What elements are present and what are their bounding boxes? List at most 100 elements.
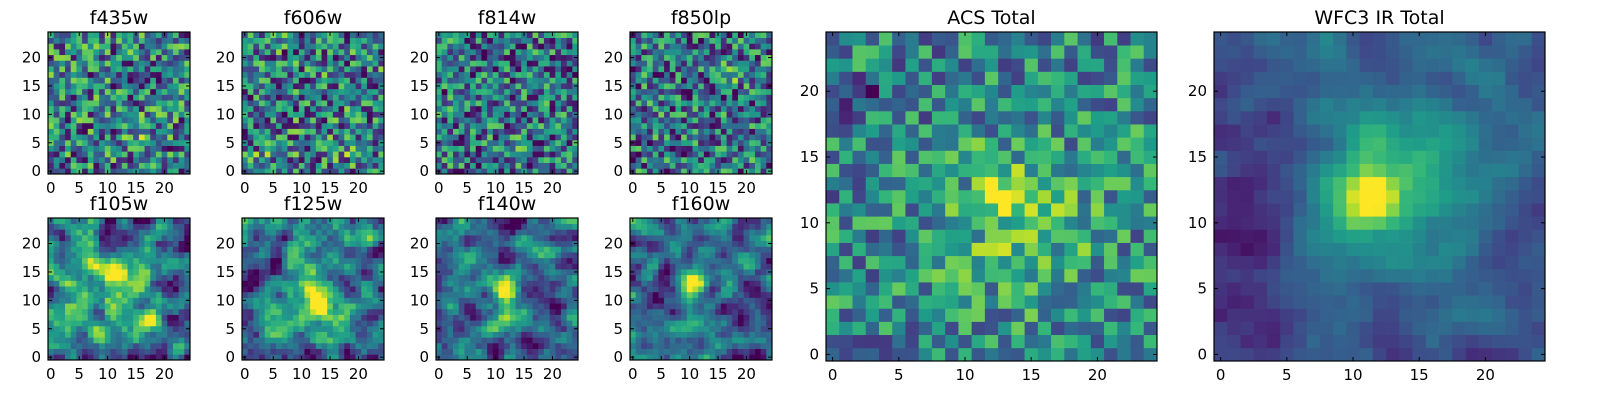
heatmap-cell [281,151,288,158]
heatmap-cell [470,43,477,50]
heatmap-cell [372,314,379,321]
heatmap-cell [327,303,334,310]
heatmap-cell [87,235,94,242]
heatmap-cell [133,156,140,163]
heatmap-cell [470,168,477,175]
heatmap-cell [441,348,448,355]
x-tick-label: 20 [349,179,368,197]
heatmap-cell [743,43,750,50]
heatmap-cell [715,122,722,129]
heatmap-cell [281,43,288,50]
heatmap-cell [555,100,562,107]
heatmap-cell [470,291,477,298]
heatmap-cell [298,337,305,344]
heatmap-cell [441,83,448,90]
heatmap-cell [515,229,522,236]
y-tick-label: 5 [419,320,429,338]
heatmap-cell [259,54,266,61]
heatmap-cell [630,49,637,56]
heatmap-cell [259,308,266,315]
heatmap-cell [726,60,733,67]
heatmap-cell [304,151,311,158]
heatmap-cell [441,331,448,338]
heatmap-cell [355,156,362,163]
heatmap-cell [498,337,505,344]
heatmap-cell [321,117,328,124]
heatmap-cell [332,162,339,169]
heatmap-cell [121,128,128,135]
heatmap-cell [664,297,671,304]
heatmap-cell [447,71,454,78]
heatmap-cell [304,342,311,349]
heatmap-cell [447,37,454,44]
heatmap-cell [355,71,362,78]
heatmap-cell [766,43,773,50]
heatmap-cell [732,303,739,310]
heatmap-cell [82,139,89,146]
heatmap-cell [715,88,722,95]
heatmap-cell [754,286,761,293]
heatmap-cell [133,105,140,112]
heatmap-cell [338,342,345,349]
heatmap-cell [641,342,648,349]
heatmap-cell [572,66,579,73]
heatmap-cell [549,257,556,264]
heatmap-cell [338,105,345,112]
heatmap-cell [155,128,162,135]
heatmap-cell [349,240,356,247]
heatmap-cell [681,320,688,327]
heatmap-cell [70,325,77,332]
heatmap-cell [304,246,311,253]
heatmap-cell [675,83,682,90]
heatmap-cell [664,139,671,146]
heatmap-cell [127,168,134,175]
heatmap-cell [184,71,191,78]
heatmap-cell [453,49,460,56]
heatmap-cell [458,257,465,264]
heatmap-cell [737,117,744,124]
heatmap-cell [93,354,100,361]
heatmap-cell [726,156,733,163]
heatmap-cell [82,117,89,124]
heatmap-cell [726,100,733,107]
heatmap-cell [253,218,260,225]
heatmap-cell [87,269,94,276]
heatmap-cell [560,156,567,163]
heatmap-cell [167,60,174,67]
heatmap-cell [766,37,773,44]
heatmap-cell [641,71,648,78]
heatmap-cell [327,105,334,112]
heatmap-cell [515,134,522,141]
axes-frame [629,31,773,175]
heatmap-cell [65,235,72,242]
heatmap-cell [698,308,705,315]
heatmap-cell [59,320,66,327]
heatmap-cell [526,252,533,259]
heatmap-cell [641,151,648,158]
heatmap-cell [298,60,305,67]
heatmap-cell [178,229,185,236]
heatmap-cell [155,156,162,163]
heatmap-cell [560,342,567,349]
heatmap-cell [242,223,249,230]
heatmap-cell [276,218,283,225]
heatmap-cell [664,320,671,327]
heatmap-cell [172,246,179,253]
heatmap-cell [270,134,277,141]
heatmap-cell [532,229,539,236]
heatmap-cell [48,66,55,73]
heatmap-cell [65,60,72,67]
heatmap-cell [321,320,328,327]
heatmap-cell [110,66,117,73]
heatmap-cell [276,37,283,44]
x-tick-label: 0 [628,179,638,197]
heatmap-cell [304,105,311,112]
heatmap-cell [549,134,556,141]
heatmap-cell [743,60,750,67]
heatmap-cell [116,274,123,281]
heatmap-cell [82,122,89,129]
heatmap-cell [743,77,750,84]
heatmap-cell [76,37,83,44]
heatmap-cell [692,66,699,73]
heatmap-cell [549,235,556,242]
